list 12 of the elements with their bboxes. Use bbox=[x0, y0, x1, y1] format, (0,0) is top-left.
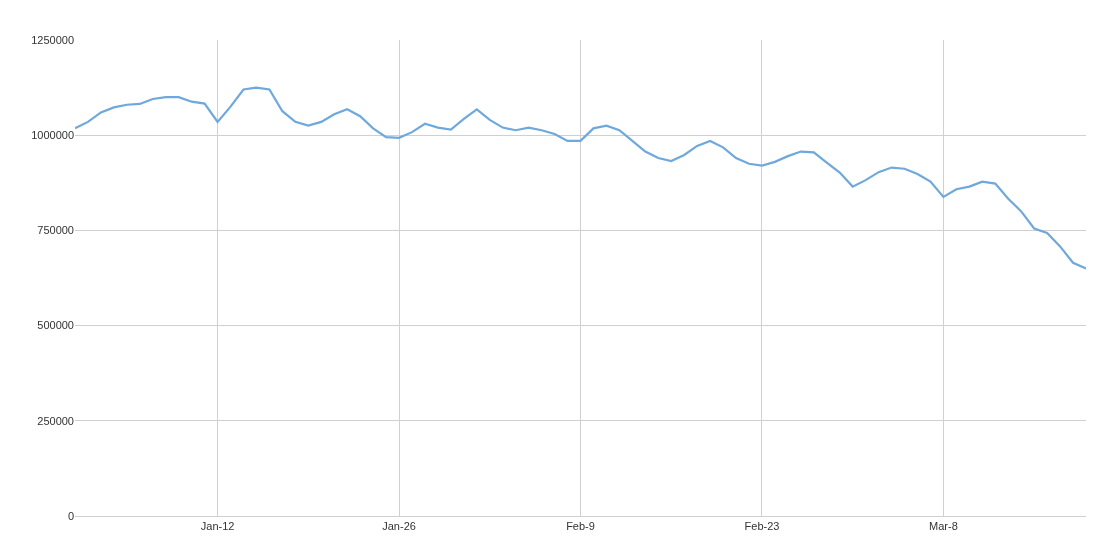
x-tick-label: Mar-8 bbox=[929, 520, 958, 533]
line-series bbox=[75, 86, 1086, 270]
x-tick-label: Feb-23 bbox=[744, 520, 780, 533]
y-tick-label: 0 bbox=[67, 509, 74, 522]
y-tick-label: 500000 bbox=[37, 319, 74, 332]
x-tick-label: Jan-26 bbox=[382, 520, 416, 533]
y-tick-label: 250000 bbox=[37, 414, 74, 427]
y-tick-label: 750000 bbox=[37, 224, 74, 237]
x-tick-label: Feb-9 bbox=[566, 520, 595, 533]
y-tick-label: 1250000 bbox=[31, 33, 74, 46]
y-tick-label: 1000000 bbox=[31, 129, 74, 142]
x-tick-label: Jan-12 bbox=[200, 520, 235, 533]
